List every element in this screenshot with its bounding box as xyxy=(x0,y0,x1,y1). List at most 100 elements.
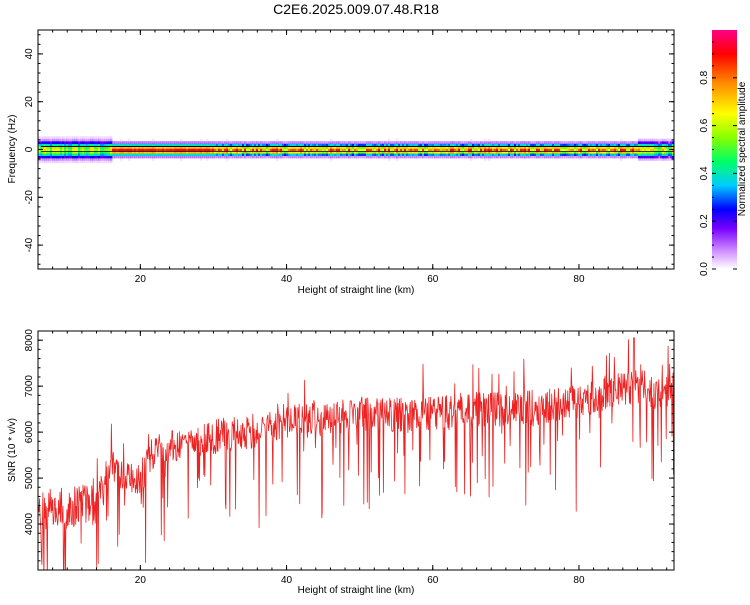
heatmap-cell xyxy=(484,145,487,149)
heatmap-cell xyxy=(224,150,227,154)
heatmap-cell xyxy=(584,150,587,154)
spectrogram-ytick-label: 20 xyxy=(24,96,35,108)
heatmap-cell xyxy=(592,150,595,154)
heatmap-cell xyxy=(550,153,553,156)
heatmap-cell xyxy=(174,155,177,159)
heatmap-cell xyxy=(84,150,87,154)
heatmap-cell xyxy=(62,153,65,156)
heatmap-cell xyxy=(398,141,401,145)
heatmap-cell xyxy=(580,150,583,154)
heatmap-cell xyxy=(394,141,397,145)
heatmap-cell xyxy=(368,150,371,154)
heatmap-cell xyxy=(82,157,85,161)
heatmap-cell xyxy=(506,148,509,152)
heatmap-cell xyxy=(154,141,157,145)
heatmap-cell xyxy=(576,150,579,154)
heatmap-cell xyxy=(610,155,613,159)
heatmap-cell xyxy=(108,136,111,140)
heatmap-cell xyxy=(660,148,663,152)
heatmap-cell xyxy=(668,157,671,161)
heatmap-cell xyxy=(132,145,135,149)
heatmap-cell xyxy=(386,155,389,159)
heatmap-cell xyxy=(478,141,481,145)
heatmap-cell xyxy=(634,153,637,156)
heatmap-cell xyxy=(326,141,329,145)
heatmap-cell xyxy=(326,155,329,159)
heatmap-cell xyxy=(348,150,351,154)
heatmap-cell xyxy=(62,136,65,140)
heatmap-cell xyxy=(616,143,619,147)
heatmap-cell xyxy=(402,153,405,156)
heatmap-cell xyxy=(396,148,399,152)
heatmap-cell xyxy=(222,150,225,154)
heatmap-cell xyxy=(418,155,421,159)
heatmap-cell xyxy=(86,150,89,154)
heatmap-cell xyxy=(450,143,453,147)
heatmap-cell xyxy=(550,148,553,152)
heatmap-cell xyxy=(132,141,135,145)
heatmap-cell xyxy=(512,153,515,156)
heatmap-cell xyxy=(614,155,617,159)
heatmap-cell xyxy=(82,148,85,152)
heatmap-cell xyxy=(62,160,65,164)
heatmap-cell xyxy=(216,148,219,152)
heatmap-cell xyxy=(128,148,131,152)
heatmap-cell xyxy=(178,150,181,154)
heatmap-cell xyxy=(264,141,267,145)
heatmap-cell xyxy=(630,150,633,154)
heatmap-cell xyxy=(530,155,533,159)
heatmap-cell xyxy=(500,155,503,159)
heatmap-cell xyxy=(50,143,53,147)
heatmap-cell xyxy=(446,143,449,147)
heatmap-cell xyxy=(252,150,255,154)
heatmap-cell xyxy=(384,150,387,154)
heatmap-cell xyxy=(122,143,125,147)
heatmap-cell xyxy=(496,153,499,156)
heatmap-cell xyxy=(496,148,499,152)
heatmap-cell xyxy=(524,150,527,154)
heatmap-cell xyxy=(42,160,45,164)
heatmap-cell xyxy=(120,155,123,159)
heatmap-cell xyxy=(548,148,551,152)
heatmap-cell xyxy=(52,145,55,149)
heatmap-cell xyxy=(264,145,267,149)
heatmap-cell xyxy=(54,145,57,149)
heatmap-cell xyxy=(606,145,609,149)
heatmap-cell xyxy=(560,153,563,156)
heatmap-cell xyxy=(406,155,409,159)
heatmap-cell xyxy=(160,145,163,149)
heatmap-cell xyxy=(580,145,583,149)
heatmap-cell xyxy=(588,148,591,152)
heatmap-cell xyxy=(106,160,109,164)
heatmap-cell xyxy=(552,153,555,156)
heatmap-cell xyxy=(90,145,93,149)
heatmap-cell xyxy=(134,150,137,154)
heatmap-cell xyxy=(80,136,83,140)
heatmap-cell xyxy=(302,155,305,159)
heatmap-cell xyxy=(344,148,347,152)
heatmap-cell xyxy=(428,141,431,145)
heatmap-cell xyxy=(616,150,619,154)
heatmap-cell xyxy=(288,143,291,147)
heatmap-cell xyxy=(628,150,631,154)
heatmap-cell xyxy=(660,138,663,142)
heatmap-cell xyxy=(654,148,657,152)
heatmap-cell xyxy=(548,143,551,147)
heatmap-cell xyxy=(448,155,451,159)
heatmap-cell xyxy=(64,148,67,152)
heatmap-cell xyxy=(202,153,205,156)
heatmap-cell xyxy=(44,136,47,140)
heatmap-cell xyxy=(666,148,669,152)
heatmap-cell xyxy=(418,148,421,152)
heatmap-cell xyxy=(272,155,275,159)
heatmap-cell xyxy=(388,150,391,154)
heatmap-cell xyxy=(276,155,279,159)
heatmap-cell xyxy=(560,155,563,159)
heatmap-cell xyxy=(416,148,419,152)
heatmap-cell xyxy=(436,155,439,159)
heatmap-cell xyxy=(382,155,385,159)
heatmap-cell xyxy=(166,143,169,147)
heatmap-cell xyxy=(76,145,79,149)
heatmap-cell xyxy=(344,141,347,145)
heatmap-cell xyxy=(528,141,531,145)
